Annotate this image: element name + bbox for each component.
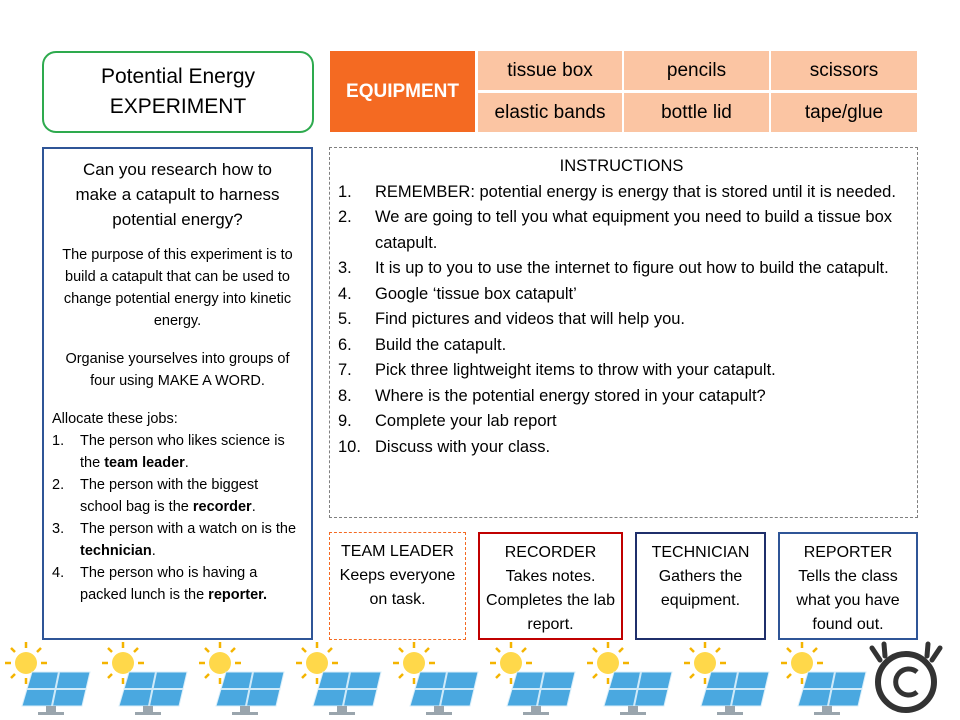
job-role: reporter. bbox=[208, 587, 268, 603]
solar-icon bbox=[488, 640, 577, 717]
instruction-item: 10. Discuss with your class. bbox=[338, 435, 905, 461]
role-box: TEAM LEADER Keeps everyone on task. bbox=[329, 532, 466, 640]
instruction-text: Where is the potential energy stored in … bbox=[375, 386, 766, 405]
instruction-item: 5. Find pictures and videos that will hel… bbox=[338, 307, 905, 333]
solar-icon bbox=[779, 640, 868, 717]
job-description: The person with a watch on is the bbox=[80, 521, 297, 537]
instruction-item: 3. It is up to you to use the internet to… bbox=[338, 256, 905, 282]
list-marker: 3. bbox=[338, 259, 352, 277]
list-marker: 2. bbox=[52, 477, 65, 493]
instruction-text: Google ‘tissue box catapult’ bbox=[375, 284, 577, 303]
instruction-text: Discuss with your class. bbox=[375, 437, 551, 456]
question: Can you research how to make a catapult … bbox=[75, 160, 280, 229]
job-role: technician bbox=[80, 543, 152, 559]
instruction-text: It is up to you to use the internet to f… bbox=[375, 259, 889, 277]
instruction-text: REMEMBER: potential energy is energy tha… bbox=[375, 182, 896, 201]
instructions-list: 1. REMEMBER: potential energy is energy t… bbox=[338, 180, 905, 461]
instruction-text: Build the catapult. bbox=[375, 335, 507, 354]
instruction-item: 1. REMEMBER: potential energy is energy t… bbox=[338, 180, 905, 206]
instruction-text: Complete your lab report bbox=[375, 412, 557, 430]
job-description: The person who likes science is the bbox=[80, 433, 285, 471]
role-box: REPORTER Tells the class what you have f… bbox=[778, 532, 918, 640]
instruction-text: We are going to tell you what equipment … bbox=[375, 208, 893, 252]
solar-icon bbox=[197, 640, 286, 717]
equipment-label: EQUIPMENT bbox=[330, 51, 475, 132]
job-end: . bbox=[251, 499, 256, 515]
list-marker: 4. bbox=[52, 565, 65, 581]
job-text: The person with the biggest school bag i… bbox=[80, 474, 303, 518]
solar-icon bbox=[294, 640, 383, 717]
solar-icon bbox=[3, 640, 92, 717]
solar-icon bbox=[585, 640, 674, 717]
instructions-panel: INSTRUCTIONS 1. REMEMBER: potential energ… bbox=[329, 147, 918, 518]
role-title: REPORTER bbox=[803, 544, 893, 561]
equipment-item: tape/glue bbox=[771, 93, 917, 132]
list-marker: 7. bbox=[338, 361, 352, 379]
job-text: The person with a watch on is the techni… bbox=[80, 518, 303, 562]
equipment-item: elastic bands bbox=[478, 93, 622, 132]
job-end: . bbox=[151, 543, 156, 559]
title-line: EXPERIMENT bbox=[109, 95, 247, 118]
instruction-item: 4. Google ‘tissue box catapult’ bbox=[338, 282, 905, 308]
role-text: Gathers the equipment. bbox=[658, 568, 743, 609]
job-role: recorder bbox=[192, 499, 252, 515]
jobs-list: 1. The person who likes science is the te… bbox=[52, 430, 303, 606]
job-description: The person with the biggest school bag i… bbox=[80, 477, 259, 515]
role-text: Takes notes. Completes the lab report. bbox=[486, 568, 615, 633]
jobs-heading: Allocate these jobs: bbox=[52, 411, 178, 427]
role-title: RECORDER bbox=[504, 544, 597, 561]
list-marker: 1. bbox=[52, 433, 65, 449]
role-text: Keeps everyone on task. bbox=[339, 567, 456, 608]
list-marker: 1. bbox=[338, 182, 352, 201]
list-marker: 9. bbox=[338, 412, 352, 430]
equipment-item: tissue box bbox=[478, 51, 622, 90]
job-text: The person who likes science is the team… bbox=[80, 430, 303, 474]
solar-icon bbox=[682, 640, 771, 717]
instruction-item: 2. We are going to tell you what equipmen… bbox=[338, 205, 905, 256]
list-marker: 2. bbox=[338, 208, 352, 226]
job-text: The person who is having a packed lunch … bbox=[80, 562, 303, 606]
list-marker: 8. bbox=[338, 386, 352, 405]
job-description: The person who is having a packed lunch … bbox=[80, 565, 258, 603]
instruction-text: Pick three lightweight items to throw wi… bbox=[375, 361, 776, 379]
equipment-item: scissors bbox=[771, 51, 917, 90]
solar-icon bbox=[100, 640, 189, 717]
list-marker: 10. bbox=[338, 437, 361, 456]
equipment-item: pencils bbox=[624, 51, 769, 90]
instructions-heading: INSTRUCTIONS bbox=[559, 157, 684, 175]
instruction-item: 8. Where is the potential energy stored i… bbox=[338, 384, 905, 410]
purpose: The purpose of this experiment is to bui… bbox=[62, 247, 293, 329]
left-panel: Can you research how to make a catapult … bbox=[42, 147, 313, 640]
role-title: TEAM LEADER bbox=[341, 543, 454, 560]
job-item: 4. The person who is having a packed lunc… bbox=[52, 562, 303, 606]
role-box: TECHNICIAN Gathers the equipment. bbox=[635, 532, 766, 640]
instruction-text: Find pictures and videos that will help … bbox=[375, 310, 686, 328]
job-item: 2. The person with the biggest school bag… bbox=[52, 474, 303, 518]
title-box: Potential Energy EXPERIMENT bbox=[42, 51, 314, 133]
equipment-item: bottle lid bbox=[624, 93, 769, 132]
job-item: 3. The person with a watch on is the tech… bbox=[52, 518, 303, 562]
list-marker: 3. bbox=[52, 521, 65, 537]
job-item: 1. The person who likes science is the te… bbox=[52, 430, 303, 474]
role-box: RECORDER Takes notes. Completes the lab … bbox=[478, 532, 623, 640]
instruction-item: 7. Pick three lightweight items to throw … bbox=[338, 358, 905, 384]
list-marker: 5. bbox=[338, 310, 352, 328]
organise: Organise yourselves into groups of four … bbox=[65, 351, 290, 389]
title-line: Potential Energy bbox=[100, 65, 256, 88]
role-text: Tells the class what you have found out. bbox=[796, 568, 900, 633]
list-marker: 6. bbox=[338, 335, 352, 354]
decorations bbox=[3, 640, 943, 717]
job-end: . bbox=[184, 455, 189, 471]
solar-icon bbox=[391, 640, 480, 717]
role-title: TECHNICIAN bbox=[651, 544, 750, 561]
logo bbox=[869, 641, 943, 713]
instruction-item: 6. Build the catapult. bbox=[338, 333, 905, 359]
job-role: team leader bbox=[104, 455, 185, 471]
instruction-item: 9. Complete your lab report bbox=[338, 409, 905, 435]
list-marker: 4. bbox=[338, 284, 352, 303]
